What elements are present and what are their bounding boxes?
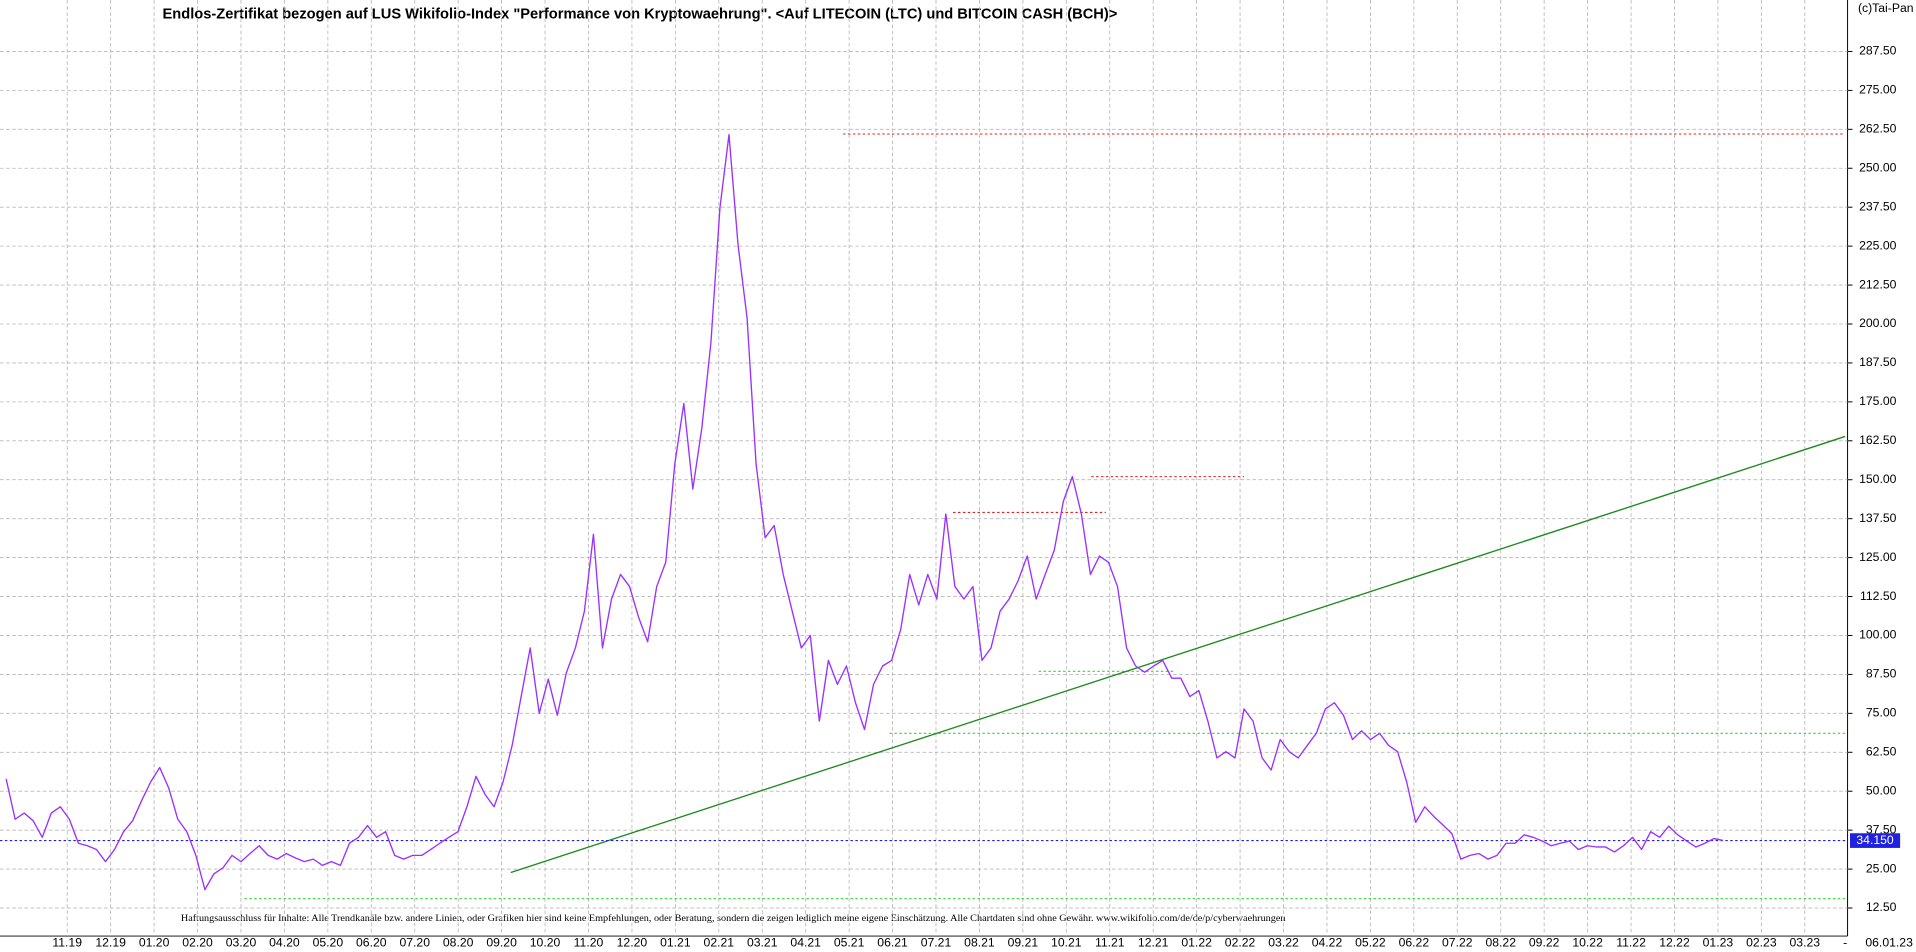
copyright: (c)Tai-Pan [1858,1,1914,15]
y-tick-label: 162.50 [1859,433,1897,447]
x-tick-label: 03.21 [747,936,778,950]
y-tick-label: 262.50 [1859,122,1897,136]
x-tick-label: 08.20 [443,936,474,950]
trendline [510,435,1846,874]
x-tick-label: 02.23 [1746,936,1777,950]
x-tick-label: 11.19 [52,936,82,950]
x-tick-label: 07.21 [921,936,952,950]
x-tick-label: 12.20 [617,936,648,950]
y-tick-label: 75.00 [1866,706,1897,720]
x-tick-label: 06.20 [356,936,387,950]
x-tick-label: 04.22 [1312,936,1343,950]
x-tick-label: 03.20 [226,936,257,950]
x-tick-label: 01.22 [1181,936,1212,950]
price-line [5,133,1724,891]
x-tick-label: 09.22 [1529,936,1560,950]
x-tick-label: 09.20 [486,936,517,950]
y-tick-label: 100.00 [1859,628,1897,642]
x-tick-label: 11.21 [1095,936,1125,950]
x-tick-label: 03.22 [1268,936,1299,950]
x-tick-label: 12.22 [1659,936,1690,950]
y-tick-label: 50.00 [1866,783,1897,797]
x-tick-label: 09.21 [1008,936,1039,950]
x-tick-label: 08.21 [964,936,995,950]
y-tick-label: 125.00 [1859,550,1897,564]
y-tick-label: 250.00 [1859,160,1897,174]
x-tick-label: 07.22 [1442,936,1473,950]
x-tick-label: 05.20 [313,936,344,950]
x-tick-label: 07.20 [399,936,430,950]
x-tick-label: 06.22 [1399,936,1430,950]
x-tick-label: 02.20 [182,936,213,950]
x-tick-label: 06.21 [877,936,908,950]
y-tick-label: 25.00 [1866,861,1897,875]
x-tick-label: 05.21 [834,936,865,950]
y-tick-label: 200.00 [1859,316,1897,330]
last-price-label: 34.150 [1856,833,1894,847]
x-tick-label: 12.19 [95,936,126,950]
x-tick-label: 04.20 [269,936,300,950]
end-marker: - [1843,936,1847,950]
x-tick-label: 05.22 [1355,936,1386,950]
y-tick-label: 187.50 [1859,355,1897,369]
x-tick-label: 08.22 [1485,936,1516,950]
x-tick-label: 01.20 [139,936,170,950]
y-tick-label: 175.00 [1859,394,1897,408]
y-tick-label: 150.00 [1859,472,1897,486]
x-tick-label: 04.21 [790,936,821,950]
x-tick-label: 10.22 [1572,936,1603,950]
y-tick-label: 112.50 [1860,589,1897,603]
y-tick-label: 12.50 [1866,900,1897,914]
end-date: 06.01.23 [1865,936,1913,950]
y-tick-label: 237.50 [1859,199,1897,213]
y-tick-label: 62.50 [1866,745,1897,759]
x-tick-label: 01.21 [660,936,691,950]
chart-title: Endlos-Zertifikat bezogen auf LUS Wikifo… [163,7,1118,23]
x-tick-label: 11.22 [1616,936,1646,950]
y-tick-label: 212.50 [1859,277,1897,291]
y-tick-label: 87.50 [1866,667,1897,681]
x-tick-label: 10.20 [530,936,561,950]
x-tick-label: 02.22 [1225,936,1256,950]
y-tick-label: 137.50 [1859,511,1897,525]
x-tick-label: 02.21 [704,936,735,950]
last-price-box [1850,833,1901,848]
y-tick-label: 37.50 [1866,822,1897,836]
y-tick-label: 275.00 [1859,83,1897,97]
footnote: Haftungsausschluss für Inhalte: Alle Tre… [181,913,1286,924]
x-tick-label: 01.23 [1703,936,1734,950]
x-tick-label: 12.21 [1138,936,1169,950]
x-tick-label: 10.21 [1051,936,1082,950]
x-tick-label: 03.23 [1790,936,1821,950]
y-tick-label: 225.00 [1859,238,1897,252]
x-tick-label: 11.20 [574,936,604,950]
y-tick-label: 287.50 [1859,44,1897,58]
